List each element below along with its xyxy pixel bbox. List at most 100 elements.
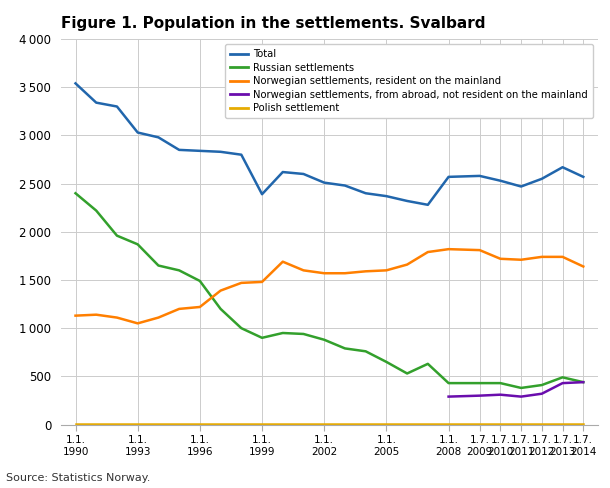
Polish settlement [445,421,452,427]
Polish settlement [538,421,545,427]
Norwegian settlements, resident on the mainland [93,312,100,318]
Total [538,176,545,182]
Russian settlements [538,382,545,388]
Polish settlement [517,421,525,427]
Russian settlements [72,190,79,196]
Russian settlements [238,325,245,331]
Norwegian settlements, from abroad, not resident on the mainland [538,391,545,397]
Polish settlement [424,421,431,427]
Russian settlements [476,380,483,386]
Total [382,193,390,199]
Norwegian settlements, resident on the mainland [580,264,587,269]
Norwegian settlements, from abroad, not resident on the mainland [497,392,504,398]
Norwegian settlements, resident on the mainland [196,304,204,310]
Norwegian settlements, resident on the mainland [403,262,411,267]
Line: Russian settlements: Russian settlements [76,193,583,388]
Norwegian settlements, resident on the mainland [155,315,162,321]
Russian settlements [300,331,307,337]
Polish settlement [72,421,79,427]
Norwegian settlements, from abroad, not resident on the mainland [445,394,452,400]
Russian settlements [517,385,525,391]
Total [321,180,328,185]
Norwegian settlements, from abroad, not resident on the mainland [517,394,525,400]
Total [445,174,452,180]
Text: Source: Statistics Norway.: Source: Statistics Norway. [6,473,151,483]
Polish settlement [497,421,504,427]
Russian settlements [341,346,348,351]
Polish settlement [259,421,266,427]
Total [279,169,287,175]
Norwegian settlements, from abroad, not resident on the mainland [559,380,566,386]
Norwegian settlements, resident on the mainland [176,306,183,312]
Norwegian settlements, from abroad, not resident on the mainland [476,393,483,399]
Norwegian settlements, resident on the mainland [134,321,142,326]
Polish settlement [93,421,100,427]
Polish settlement [321,421,328,427]
Norwegian settlements, resident on the mainland [559,254,566,260]
Russian settlements [259,335,266,341]
Polish settlement [238,421,245,427]
Norwegian settlements, resident on the mainland [517,257,525,263]
Norwegian settlements, resident on the mainland [238,280,245,286]
Russian settlements [176,267,183,273]
Total [424,202,431,208]
Russian settlements [93,208,100,214]
Total [517,183,525,189]
Total [93,100,100,105]
Total [476,173,483,179]
Total [362,190,369,196]
Text: Figure 1. Population in the settlements. Svalbard: Figure 1. Population in the settlements.… [61,16,486,31]
Russian settlements [362,348,369,354]
Line: Norwegian settlements, from abroad, not resident on the mainland: Norwegian settlements, from abroad, not … [448,382,583,397]
Russian settlements [497,380,504,386]
Total [580,174,587,180]
Total [559,164,566,170]
Russian settlements [279,330,287,336]
Russian settlements [321,337,328,343]
Norwegian settlements, resident on the mainland [279,259,287,264]
Norwegian settlements, resident on the mainland [445,246,452,252]
Polish settlement [113,421,121,427]
Total [238,152,245,158]
Norwegian settlements, resident on the mainland [300,267,307,273]
Norwegian settlements, resident on the mainland [424,249,431,255]
Polish settlement [382,421,390,427]
Total [196,148,204,154]
Line: Norwegian settlements, resident on the mainland: Norwegian settlements, resident on the m… [76,249,583,324]
Polish settlement [559,421,566,427]
Norwegian settlements, resident on the mainland [217,287,224,293]
Total [341,183,348,188]
Total [403,198,411,204]
Polish settlement [341,421,348,427]
Norwegian settlements, resident on the mainland [259,279,266,285]
Total [300,171,307,177]
Russian settlements [424,361,431,367]
Russian settlements [445,380,452,386]
Polish settlement [403,421,411,427]
Total [113,103,121,109]
Norwegian settlements, resident on the mainland [382,267,390,273]
Russian settlements [217,306,224,312]
Russian settlements [155,263,162,268]
Polish settlement [217,421,224,427]
Total [217,149,224,155]
Polish settlement [580,421,587,427]
Line: Total: Total [76,83,583,205]
Russian settlements [113,233,121,239]
Norwegian settlements, resident on the mainland [476,247,483,253]
Norwegian settlements, resident on the mainland [113,315,121,321]
Norwegian settlements, resident on the mainland [497,256,504,262]
Polish settlement [300,421,307,427]
Russian settlements [382,359,390,365]
Polish settlement [196,421,204,427]
Total [155,134,162,140]
Russian settlements [134,242,142,247]
Polish settlement [476,421,483,427]
Norwegian settlements, resident on the mainland [341,270,348,276]
Polish settlement [155,421,162,427]
Polish settlement [362,421,369,427]
Total [134,130,142,136]
Polish settlement [134,421,142,427]
Norwegian settlements, from abroad, not resident on the mainland [580,379,587,385]
Total [497,178,504,183]
